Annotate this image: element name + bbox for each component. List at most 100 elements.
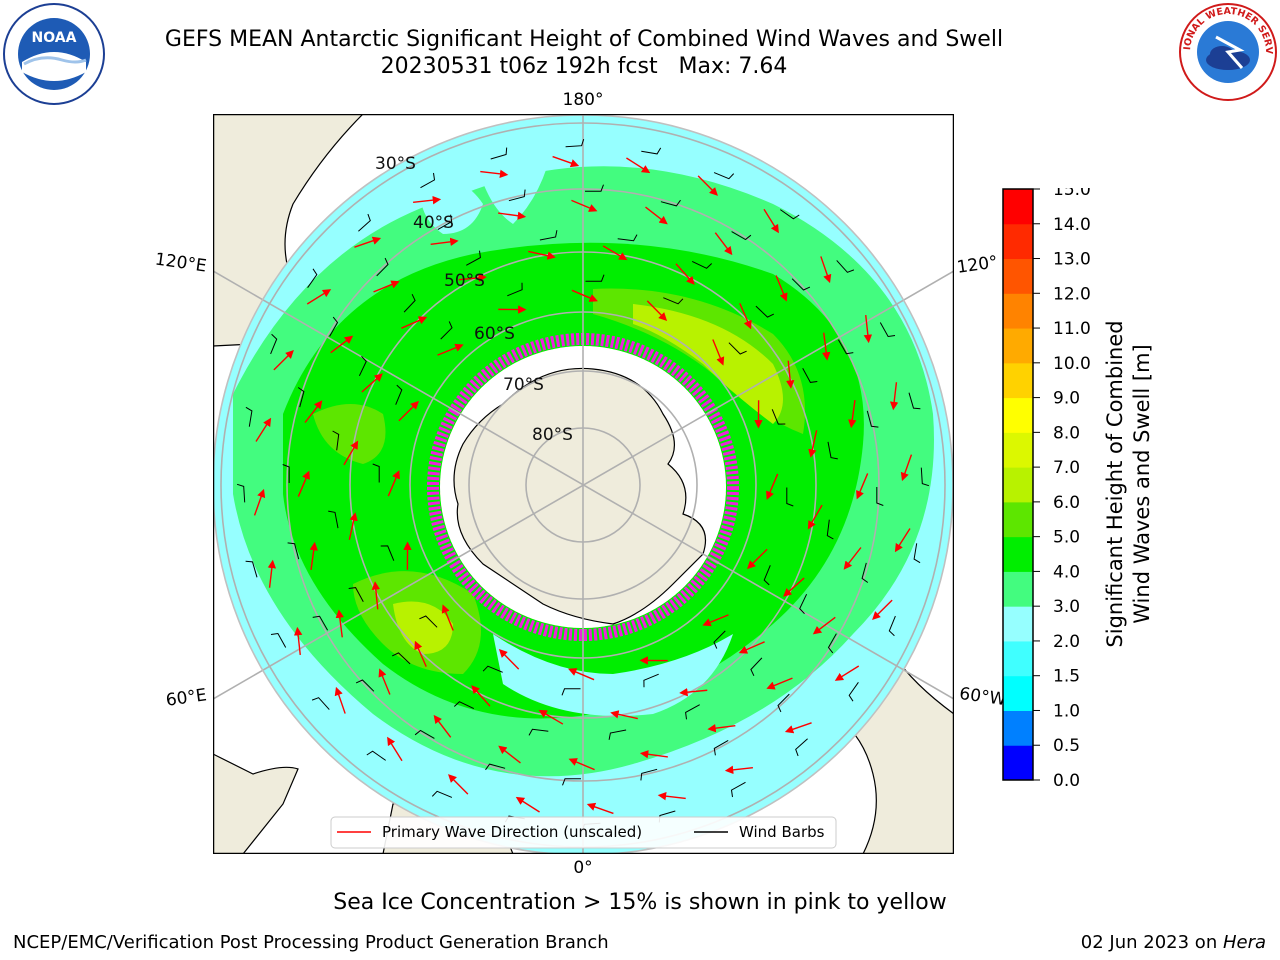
wave-direction-arrow [707, 724, 736, 733]
wave-direction-arrow [872, 599, 893, 620]
wave-direction-arrow [675, 263, 695, 285]
colorbar-ticks: 0.0 0.5 1.0 1.5 2.0 3.0 4.0 5.0 6.0 7.0 8.0 9.0 10.0… [1033, 188, 1091, 788]
sea-ice-note: Sea Ice Concentration > 15% is shown in … [333, 890, 947, 915]
wind-barb [270, 333, 278, 355]
wave-direction-arrow [433, 714, 452, 738]
wind-barb [920, 467, 930, 487]
wave-direction-arrow [528, 250, 556, 260]
wave-direction-arrow [515, 796, 540, 813]
wave-direction-arrow [552, 155, 580, 168]
wind-barb [565, 138, 585, 148]
wind-barb [236, 483, 246, 503]
wind-barb [420, 172, 436, 189]
colorbar-tick-label: 7.0 [1053, 458, 1080, 478]
wind-barb [836, 260, 855, 273]
wave-direction-arrow [724, 765, 753, 775]
lat-label-60s: 60°S [474, 324, 515, 344]
wave-direction-arrow [348, 512, 358, 540]
wave-direction-arrow [848, 400, 857, 429]
wind-barb [879, 322, 896, 338]
wave-direction-arrow [568, 668, 595, 681]
wind-barb [771, 409, 786, 425]
wave-direction-arrow [610, 710, 638, 720]
wind-barb [617, 234, 638, 242]
wind-barb [908, 392, 921, 410]
wave-direction-arrow [267, 559, 277, 588]
wave-direction-arrow [812, 616, 836, 635]
colorbar: 0.0 0.5 1.0 1.5 2.0 3.0 4.0 5.0 6.0 7.0 8.0 9.0 10.0… [1002, 188, 1091, 788]
wave-direction-arrow [714, 232, 733, 256]
noaa-logo-text: NOAA [32, 30, 77, 46]
lat-label-40s: 40°S [413, 213, 454, 233]
wave-direction-arrow [639, 750, 668, 759]
wind-barb [786, 487, 794, 507]
wind-barb [270, 632, 287, 648]
wave-direction-arrow [900, 454, 913, 482]
wave-direction-arrow [498, 211, 527, 220]
wave-direction-arrow [273, 350, 294, 371]
wind-barb [403, 293, 416, 313]
wave-direction-arrow [471, 685, 491, 707]
map-legend: Primary Wave Direction (unscaled) Wind B… [330, 816, 837, 849]
wind-barb [490, 147, 508, 160]
colorbar-tick-label: 0.5 [1053, 736, 1080, 756]
wind-barb [750, 657, 763, 677]
lon-label-0: 0° [573, 858, 592, 878]
nws-logo: NATIONAL WEATHER SERVICE [1178, 2, 1277, 101]
colorbar-swatch [1003, 258, 1033, 294]
wind-barb [466, 250, 481, 266]
wind-barb [245, 560, 258, 578]
wave-direction-arrow [894, 528, 911, 553]
colorbar-label-line-2: Wind Waves and Swell [m] [1130, 344, 1154, 624]
wave-direction-arrow [448, 774, 469, 795]
legend-wave-label: Primary Wave Direction (unscaled) [382, 823, 642, 841]
wind-barb [482, 665, 503, 673]
wind-barb [287, 542, 300, 560]
wind-barb [539, 230, 558, 241]
wind-barb [876, 487, 884, 506]
wave-direction-arrow [480, 169, 509, 179]
wave-direction-arrow [371, 581, 380, 610]
title-line-2: 20230531 t06z 192h fcst Max: 7.64 [380, 54, 788, 79]
wind-barb [861, 562, 869, 583]
wind-barb [440, 321, 453, 340]
wave-direction-arrow [354, 236, 382, 248]
lat-label-70s: 70°S [503, 375, 544, 395]
colorbar-swatch [1003, 223, 1033, 260]
wave-direction-arrow [738, 641, 765, 654]
wave-direction-arrow [538, 709, 564, 725]
colorbar-swatch [1003, 640, 1033, 677]
lat-label-30s: 30°S [375, 154, 416, 174]
wave-direction-arrow [657, 791, 686, 801]
wave-direction-arrow [739, 303, 752, 330]
wave-direction-arrow [807, 504, 823, 530]
wave-direction-arrow [775, 275, 788, 302]
footer-date-text: 02 Jun 2023 on [1080, 932, 1223, 953]
wind-barb [507, 282, 523, 297]
wind-barb [585, 274, 605, 282]
colorbar-tick-label: 1.5 [1053, 667, 1080, 687]
colorbar-swatches [1003, 189, 1033, 781]
wind-barb [245, 406, 253, 427]
wave-direction-arrow [401, 316, 428, 329]
wave-direction-arrow [820, 256, 832, 284]
wave-direction-arrow [343, 440, 359, 466]
wind-barb [826, 519, 834, 540]
legend-wind-label: Wind Barbs [739, 823, 825, 841]
wind-barb [663, 297, 684, 305]
colorbar-tick-label: 5.0 [1053, 528, 1080, 548]
wave-direction-arrow [746, 548, 768, 570]
wind-barb [508, 189, 526, 202]
wave-direction-arrow [458, 273, 487, 282]
wind-barb [329, 316, 339, 337]
wave-direction-arrow [646, 300, 668, 322]
wave-direction-arrow [784, 722, 812, 734]
colorbar-tick-label: 4.0 [1053, 562, 1080, 582]
wind-barb [528, 728, 549, 736]
lon-label-120w: 120° [956, 252, 999, 278]
wind-barb [777, 693, 790, 713]
wind-barb [297, 387, 305, 408]
wind-barb [358, 355, 367, 377]
wave-direction-arrow [297, 470, 310, 497]
wave-direction-arrow [786, 360, 795, 389]
